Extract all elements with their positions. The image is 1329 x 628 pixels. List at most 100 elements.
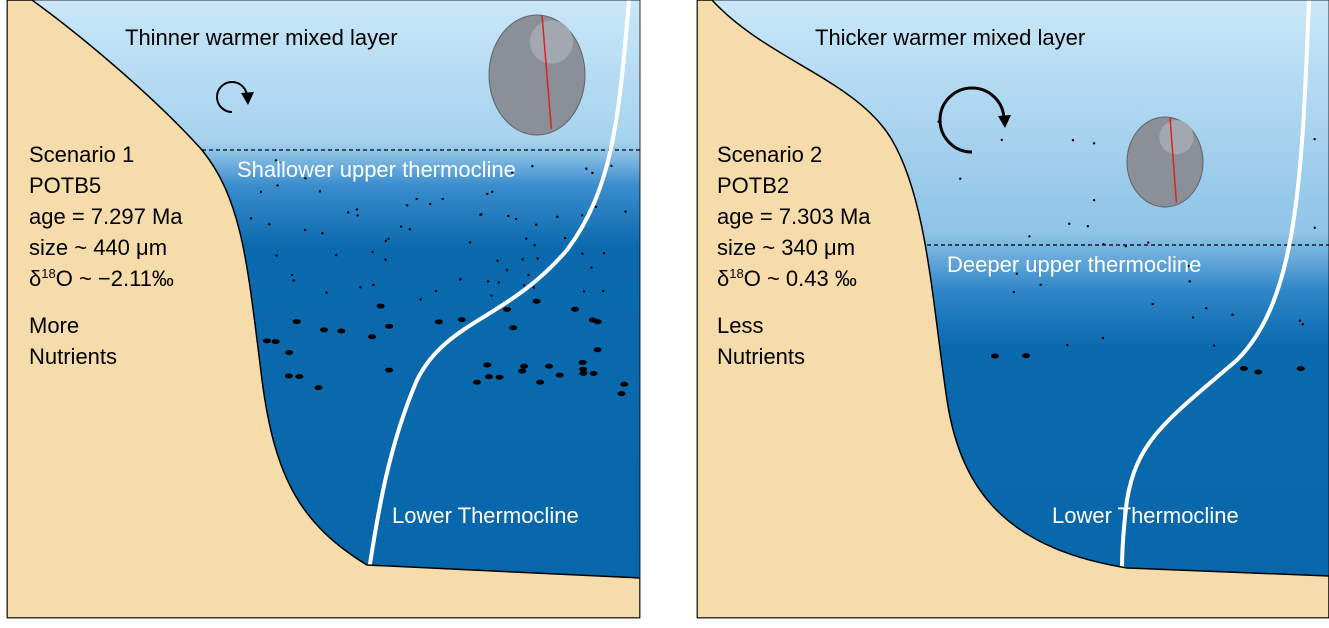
- nutrient-dot: [588, 317, 597, 323]
- nutrient-dot: [262, 338, 271, 344]
- nutrient-dot: [578, 359, 587, 365]
- isotope-rest: O ~ −2.11‰: [56, 266, 174, 291]
- nutrient-dot: [385, 323, 394, 329]
- nutrient-dot: [457, 317, 466, 323]
- nutrient-dot: [1092, 142, 1096, 145]
- nutrient-dot: [581, 252, 584, 255]
- nutrient-dot: [514, 217, 518, 221]
- nutrient-dot: [1092, 198, 1096, 202]
- nutrient-dot: [384, 258, 387, 261]
- nutrient-dot: [314, 385, 323, 391]
- mixed-layer-label: Thicker warmer mixed layer: [815, 25, 1085, 50]
- nutrient-dot: [591, 171, 594, 175]
- nutrient-dot: [485, 374, 494, 380]
- scenario-info: size ~ 440 μm: [29, 235, 167, 260]
- nutrient-dot: [399, 225, 403, 228]
- nutrient-dot: [495, 374, 504, 380]
- nutrient-dot: [1028, 235, 1031, 238]
- lower-thermocline-label: Lower Thermocline: [1052, 503, 1239, 528]
- scenario-info: size ~ 340 μm: [717, 235, 855, 260]
- panel: Thicker warmer mixed layer Deeper upper t…: [696, 0, 1329, 619]
- nutrient-dot: [359, 286, 362, 289]
- nutrient-dot: [590, 266, 593, 269]
- nutrient-dot: [490, 294, 493, 297]
- nutrient-dot: [555, 372, 564, 378]
- nutrient-dot: [585, 167, 588, 170]
- upper-thermocline-label: Shallower upper thermocline: [237, 157, 516, 182]
- mixed-layer-label: Thinner warmer mixed layer: [125, 25, 398, 50]
- seafloor: [697, 0, 1329, 618]
- nutrient-dot: [620, 381, 629, 387]
- nutrient-dot: [602, 252, 606, 255]
- nutrient-dot: [503, 306, 512, 312]
- nutrient-dot: [387, 237, 390, 241]
- nutrient-dot: [531, 164, 534, 168]
- nutrient-dot: [276, 184, 279, 187]
- nutrient-dot: [259, 190, 263, 194]
- nutrient-dot: [610, 164, 613, 168]
- nutrient-dot: [346, 211, 350, 214]
- nutrient-dot: [532, 298, 541, 304]
- white-temperature-curve: [367, 0, 631, 571]
- nutrient-dot: [321, 232, 324, 235]
- scenario-info: age = 7.303 Ma: [717, 204, 871, 229]
- nutrient-dot: [405, 204, 409, 207]
- nutrient-label: More: [29, 313, 79, 338]
- nutrient-dot: [268, 223, 271, 226]
- nutrient-dot: [274, 159, 278, 162]
- nutrient-dot: [533, 243, 536, 247]
- nutrient-dot: [486, 192, 489, 196]
- nutrient-dot: [593, 347, 602, 353]
- lower-thermocline-label: Lower Thermocline: [392, 503, 579, 528]
- nutrient-dot: [483, 362, 492, 368]
- nutrient-dot: [589, 370, 598, 376]
- nutrient-dot: [320, 327, 329, 333]
- nutrient-dot: [1187, 264, 1190, 268]
- nutrient-dot: [509, 325, 518, 331]
- nutrient-dot: [408, 228, 412, 231]
- nutrient-dot: [582, 290, 586, 293]
- panel-content: [7, 0, 640, 618]
- nutrient-dot: [428, 202, 432, 206]
- arrow-head: [998, 115, 1011, 128]
- white-temperature-curve: [1120, 0, 1311, 576]
- nutrient-dot: [415, 197, 418, 201]
- size-line: [1169, 116, 1178, 203]
- panel-content: [697, 0, 1329, 618]
- nutrient-dot: [290, 273, 294, 277]
- nutrient-dot: [271, 339, 280, 345]
- nutrient-dot: [505, 268, 509, 272]
- nutrient-dot: [419, 298, 422, 301]
- nutrient-dot: [1101, 336, 1105, 340]
- nutrient-dot: [497, 281, 500, 284]
- nutrient-dot: [1039, 283, 1042, 287]
- nutrient-dot: [295, 374, 304, 380]
- nutrient-dot: [601, 289, 605, 293]
- nutrient-dot: [1015, 272, 1019, 275]
- nutrient-dot: [563, 236, 567, 240]
- isotope-symbol: δ: [717, 266, 729, 291]
- nutrient-dot: [1068, 222, 1071, 225]
- circulation-arrow: [216, 81, 248, 113]
- foraminifera: [529, 20, 574, 64]
- nutrient-dot: [278, 161, 281, 164]
- isotope-value: δ18O ~ −2.11‰: [29, 266, 174, 291]
- nutrient-dot: [579, 370, 588, 376]
- nutrient-dot: [1212, 344, 1216, 347]
- scenario-info: age = 7.297 Ma: [29, 204, 183, 229]
- nutrient-dot: [434, 319, 443, 325]
- panel: Thinner warmer mixed layer Shallower uppe…: [6, 0, 641, 619]
- nutrient-dot: [507, 214, 510, 218]
- nutrient-dot: [292, 279, 295, 282]
- nutrient-dot: [472, 379, 481, 385]
- scenario-info: POTB2: [717, 173, 789, 198]
- nutrient-dot: [275, 254, 278, 257]
- nutrient-dot: [556, 215, 559, 219]
- nutrient-dot: [496, 259, 499, 263]
- seafloor: [7, 0, 640, 618]
- nutrient-dot: [1254, 369, 1263, 375]
- nutrient-dot: [285, 350, 294, 356]
- isotope-value: δ18O ~ 0.43 ‰: [717, 266, 857, 291]
- nutrient-dot: [536, 257, 539, 260]
